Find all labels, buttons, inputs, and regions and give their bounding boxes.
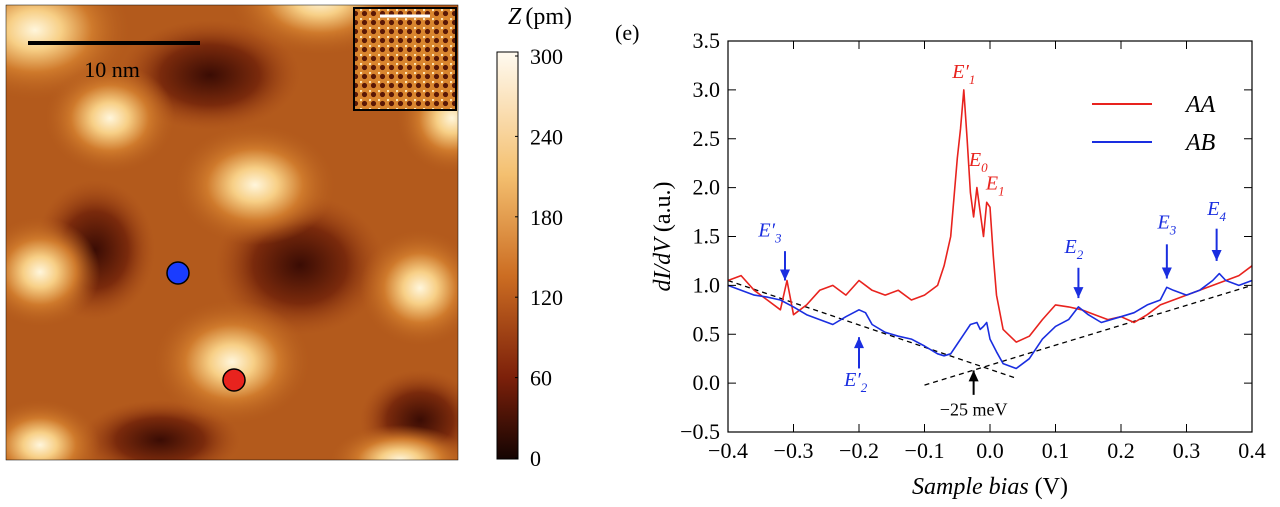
x-tick-label: 0.1 [1042, 438, 1070, 463]
peak-E2-prime-base: E′ [843, 369, 861, 391]
y-tick-label: 0.0 [693, 370, 721, 395]
peak-E3-prime-base: E′ [757, 220, 775, 242]
peak-E2-prime-label: E′2 [843, 369, 868, 395]
x-tick-label: −0.4 [708, 438, 748, 463]
blue-marker [166, 261, 190, 285]
y-tick-label: 0.5 [693, 321, 721, 346]
x-tick-label: 0.2 [1107, 438, 1135, 463]
colorbar-tick-label: 60 [530, 366, 552, 391]
peak-E3-label: E3 [1156, 212, 1176, 238]
peak-E1-prime-base: E′ [951, 61, 969, 83]
series-line-AB [727, 272, 1253, 370]
y-axis-label-main: dI/dV [650, 236, 676, 292]
peak-E2-prime-arrowhead [854, 337, 864, 349]
stm-frame [5, 4, 459, 461]
y-tick-label: 1.0 [693, 272, 721, 297]
x-tick-label: 0.0 [976, 438, 1004, 463]
peak-E4-label: E4 [1206, 198, 1226, 224]
peak-E1-base: E [985, 173, 998, 195]
peak-E0-base: E [968, 149, 981, 171]
colorbar-tick-label: 0 [530, 446, 541, 471]
x-axis-label-main: Sample bias [912, 474, 1029, 500]
peak-E2-arrowhead [1073, 287, 1084, 299]
stm-bright-site [330, 425, 458, 460]
stm-bright-site [360, 230, 458, 346]
colorbar-title-var: Z [508, 4, 522, 30]
colorbar-tick-label: 120 [530, 285, 563, 310]
y-tick-label: 3.5 [693, 28, 721, 53]
spectra-chart: −0.4 −0.3 −0.2 −0.1 0.0 0.1 0.2 0.3 0.4 −0.5 0.0 0.… [650, 28, 1266, 500]
peak-E3-base: E [1156, 212, 1169, 234]
peak-E3-prime-subscript: 3 [774, 231, 782, 246]
scale-bar-label: 10 nm [84, 57, 140, 82]
stm-bright-site [6, 400, 100, 460]
x-axis-label-unit: (V) [1035, 474, 1068, 500]
peak-E3-prime-label: E′3 [757, 220, 782, 246]
peak-E3-arrowhead [1161, 267, 1172, 279]
y-axis-label: dI/dV (a.u.) [650, 182, 676, 292]
colorbar-tick-label: 180 [530, 205, 563, 230]
y-tick-label: 1.5 [693, 224, 721, 249]
panel-label: (e) [615, 20, 639, 45]
peak-E0-subscript: 0 [981, 160, 988, 175]
stm-bright-site [175, 125, 335, 245]
colorbar-ticks: 300 240 180 120 60 0 [515, 44, 563, 471]
colorbar-tick-label: 300 [530, 44, 563, 69]
peak-E2-subscript: 2 [1077, 247, 1084, 262]
peak-E4-base: E [1206, 198, 1219, 220]
colorbar-tick-label: 240 [530, 124, 563, 149]
legend-label-AB: AB [1184, 130, 1216, 156]
legend-label-AA: AA [1184, 92, 1216, 118]
y-tick-label: 2.0 [693, 175, 721, 200]
x-tick-label: 0.4 [1238, 438, 1266, 463]
colorbar-title: Z (pm) [508, 4, 572, 30]
peak-E4-arrowhead [1211, 249, 1222, 261]
x-tick-label: −0.3 [774, 438, 814, 463]
y-tick-label: −0.5 [680, 419, 720, 444]
peak-E3-subscript: 3 [1169, 223, 1177, 238]
peak-E3-prime-arrowhead [779, 269, 790, 281]
stm-bright-site [154, 300, 310, 424]
peak-E2-base: E [1063, 236, 1076, 258]
colorbar-title-unit: (pm) [525, 4, 572, 30]
peak-E1-prime-subscript: 1 [969, 72, 976, 87]
series-line-AA [727, 89, 1253, 343]
stm-bright-site [45, 63, 175, 173]
x-tick-label: −0.2 [839, 438, 879, 463]
y-tick-label: 3.0 [693, 77, 721, 102]
peak-E2-label: E2 [1063, 236, 1083, 262]
red-marker [222, 368, 246, 392]
x-tick-label: 0.3 [1173, 438, 1201, 463]
crossing-label: −25 meV [940, 399, 1008, 419]
inset-image [353, 7, 457, 111]
fit-line-left [727, 279, 1017, 379]
peak-E0-label: E0 [968, 149, 988, 175]
peak-E1-prime-label: E′1 [951, 61, 975, 87]
peak-E1-subscript: 1 [998, 184, 1005, 199]
y-tick-label: 2.5 [693, 126, 721, 151]
x-axis-label: Sample bias (V) [912, 474, 1068, 500]
stm-bright-site [6, 217, 100, 327]
fit-line-right [924, 284, 1253, 386]
colorbar [496, 51, 519, 460]
peak-E1-label: E1 [985, 173, 1005, 199]
crossing-arrowhead [968, 370, 979, 382]
x-tick-label: −0.1 [905, 438, 945, 463]
peak-E4-subscript: 4 [1219, 209, 1226, 224]
peak-E2-prime-subscript: 2 [861, 380, 868, 395]
y-axis-label-unit: (a.u.) [650, 182, 676, 233]
